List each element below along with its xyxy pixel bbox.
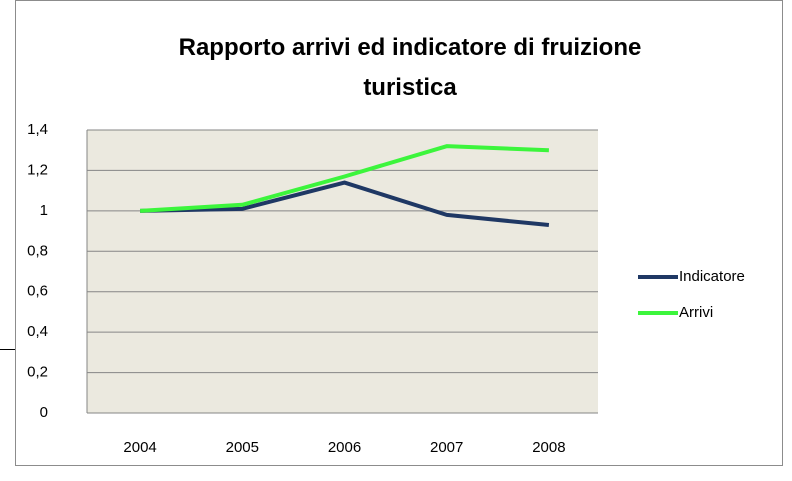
y-tick-label: 0,6 — [27, 283, 48, 300]
series-line — [139, 144, 549, 213]
y-tick-label: 0,2 — [27, 364, 48, 381]
x-tick-label: 2005 — [226, 439, 259, 456]
legend-label: Indicatore — [679, 268, 745, 285]
series-line — [140, 180, 550, 227]
x-tick-label: 2007 — [430, 439, 463, 456]
y-tick-label: 1,2 — [27, 161, 48, 178]
y-tick-label: 1,4 — [27, 121, 48, 138]
x-tick-label: 2006 — [328, 439, 361, 456]
y-tick-label: 0,8 — [27, 242, 48, 259]
y-tick-label: 1 — [40, 202, 48, 219]
y-tick-label: 0,4 — [27, 323, 48, 340]
x-tick-label: 2004 — [123, 439, 156, 456]
plot-area — [87, 130, 598, 413]
chart-title: Rapporto arrivi ed indicatore di fruizio… — [178, 34, 642, 101]
y-tick-label: 0 — [40, 404, 48, 421]
legend-label: Arrivi — [679, 304, 713, 321]
x-tick-label: 2008 — [532, 439, 565, 456]
